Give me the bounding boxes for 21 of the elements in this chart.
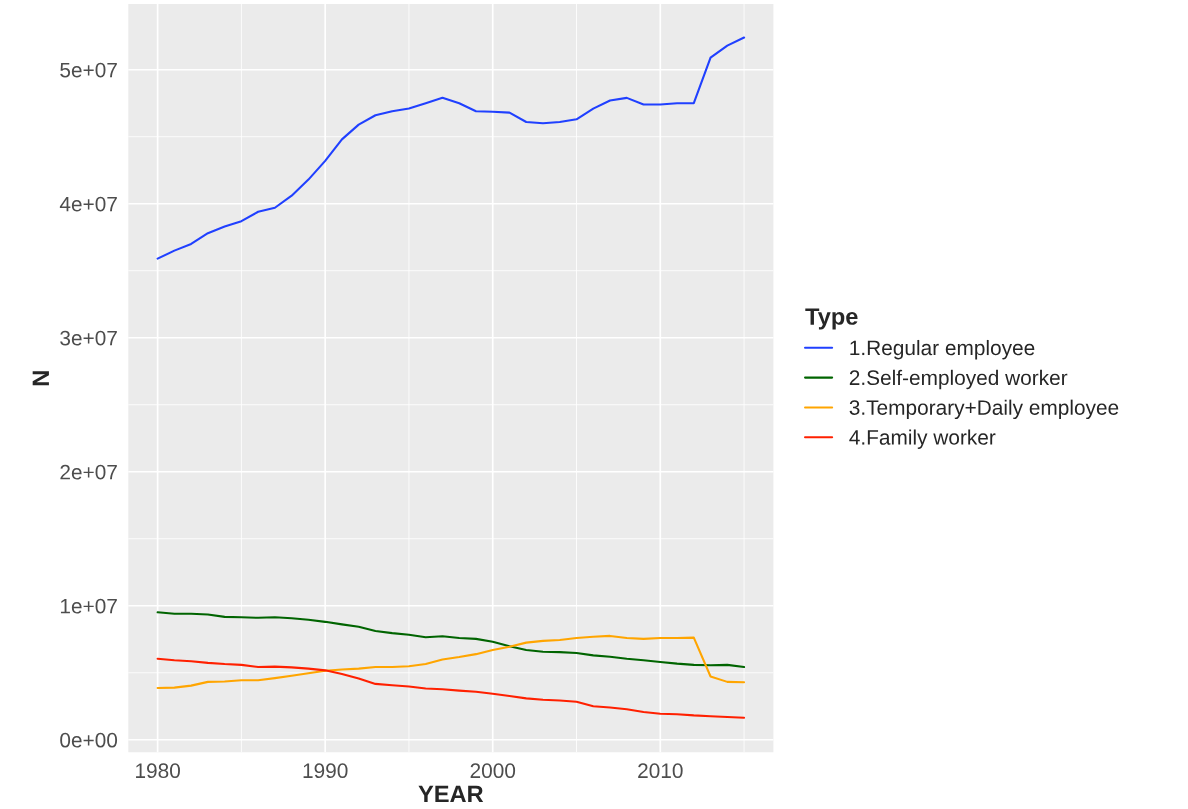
y-tick-label: 3e+07	[60, 330, 117, 346]
y-tick-label: 1e+07	[60, 598, 117, 614]
x-tick-label: 1990	[303, 763, 348, 779]
x-tick-label: 2010	[638, 763, 683, 779]
line-series	[156, 36, 746, 260]
y-tick-label: 4e+07	[59, 196, 117, 212]
x-tick-label: 1980	[136, 763, 180, 779]
y-tick-label: 5e+07	[60, 62, 117, 78]
legend-label: 1.Regular employee	[850, 339, 1035, 360]
legend-label: 4.Family worker	[849, 429, 996, 449]
x-axis-title: YEAR	[418, 785, 484, 803]
line-series	[156, 611, 746, 669]
x-tick-label: 2000	[470, 763, 516, 779]
line-series	[156, 634, 746, 690]
y-axis-title: N	[32, 371, 49, 386]
line-series	[156, 657, 746, 719]
legend-label: 2.Self-employed worker	[849, 369, 1068, 390]
y-tick-label: 2e+07	[60, 464, 117, 480]
legend-title: Type	[805, 308, 858, 330]
legend-label: 3.Temporary+Daily employee	[849, 399, 1119, 420]
y-tick-label: 0e+00	[60, 732, 118, 748]
